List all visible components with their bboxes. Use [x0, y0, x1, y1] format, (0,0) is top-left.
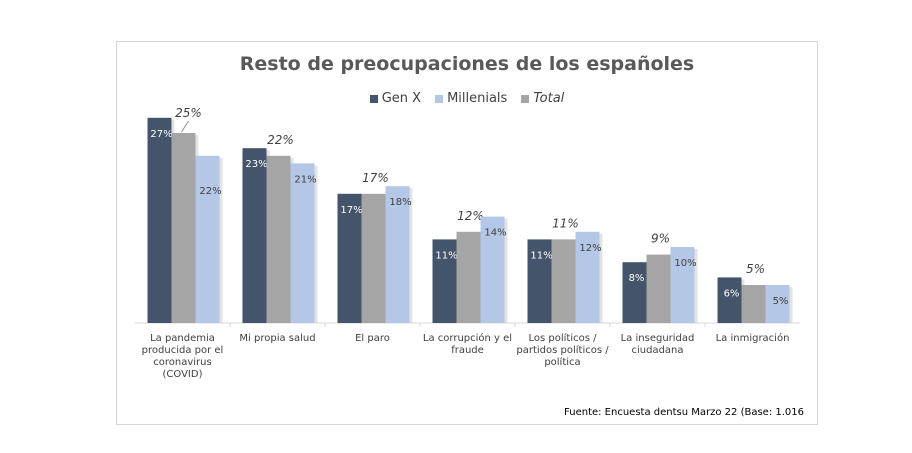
data-label-total: 9% [651, 232, 670, 246]
legend-label-total: Total [533, 91, 565, 106]
x-tick-label: coronavirus [153, 357, 211, 368]
bar-total [551, 239, 576, 323]
chart-title: Resto de preocupaciones de los españoles [239, 53, 695, 75]
data-label-millenials: 22% [199, 186, 221, 197]
legend-item-millenials: Millenials [435, 91, 507, 106]
bar-total [741, 285, 766, 323]
data-label-total: 25% [175, 106, 202, 120]
legend-item-gen-x: Gen X [369, 91, 422, 106]
legend-swatch-millenials [435, 94, 444, 103]
bar-gen-x [337, 193, 362, 323]
legend-label-gen-x: Gen X [381, 91, 422, 106]
data-label-total: 11% [552, 216, 579, 230]
bar-gen-x [527, 239, 552, 323]
x-tick-label: producida por el [142, 345, 224, 356]
bar-total [361, 193, 386, 323]
legend-swatch-total [521, 94, 530, 103]
bar-total [171, 133, 196, 323]
bar-millenials [290, 163, 315, 323]
label-leader-line [181, 120, 189, 133]
data-label-total: 22% [267, 133, 294, 147]
bar-millenials [765, 285, 790, 323]
data-label-gen-x: 11% [435, 250, 457, 261]
bar-gen-x [242, 148, 267, 323]
x-tick-label: El paro [355, 333, 390, 344]
data-label-millenials: 10% [674, 258, 696, 269]
x-tick-label: Mi propia salud [239, 333, 315, 344]
data-label-millenials: 12% [579, 243, 601, 254]
data-label-total: 5% [746, 262, 765, 276]
data-label-millenials: 5% [773, 296, 789, 307]
x-tick-label: La corrupción y el [423, 332, 512, 344]
bar-total [266, 155, 291, 323]
data-label-total: 17% [362, 171, 389, 185]
data-label-total: 12% [457, 209, 484, 223]
bar-millenials [480, 216, 505, 323]
bar-total [646, 254, 671, 323]
data-label-gen-x: 27% [150, 129, 172, 140]
x-tick-label: La pandemia [150, 333, 215, 344]
data-label-gen-x: 11% [530, 250, 552, 261]
x-tick-label: (COVID) [163, 369, 203, 380]
bar-millenials [195, 155, 220, 323]
x-tick-label: Los políticos / [529, 332, 598, 344]
x-tick-label: La inseguridad [621, 333, 695, 344]
bar-gen-x [432, 239, 457, 323]
data-label-millenials: 18% [389, 197, 411, 208]
x-tick-label: partidos políticos / [516, 344, 609, 356]
data-label-millenials: 14% [484, 228, 506, 239]
source-note: Fuente: Encuesta dentsu Marzo 22 (Base: … [564, 407, 804, 418]
data-label-gen-x: 6% [724, 288, 740, 299]
x-tick-label: fraude [451, 345, 484, 356]
bar-gen-x [622, 262, 647, 323]
bar-millenials [575, 231, 600, 323]
legend-label-millenials: Millenials [447, 91, 508, 106]
legend: Gen X Millenials Total [116, 91, 818, 106]
x-tick-label: ciudadana [631, 345, 683, 356]
legend-swatch-gen-x [369, 94, 378, 103]
bar-gen-x [147, 117, 172, 323]
bar-gen-x [717, 277, 742, 323]
data-label-millenials: 21% [294, 174, 316, 185]
legend-item-total: Total [521, 91, 564, 106]
bar-millenials [385, 186, 410, 323]
x-tick-label: La inmigración [716, 332, 790, 344]
x-tick-label: política [544, 356, 580, 368]
bar-millenials [670, 247, 695, 323]
data-label-gen-x: 17% [340, 205, 362, 216]
data-label-gen-x: 23% [245, 159, 267, 170]
data-label-gen-x: 8% [629, 273, 645, 284]
bar-total [456, 231, 481, 323]
